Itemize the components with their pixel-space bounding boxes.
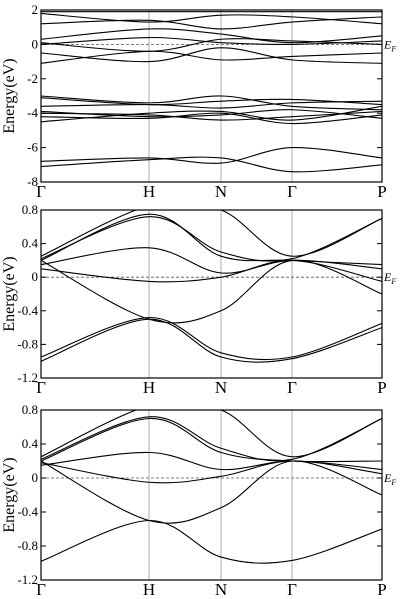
y-tick-label: 0.8 bbox=[22, 202, 38, 217]
y-tick-label: 0.4 bbox=[22, 436, 39, 451]
band-line bbox=[41, 110, 382, 121]
band-line bbox=[41, 451, 382, 471]
band-line bbox=[41, 460, 382, 524]
kpoint-label: Γ bbox=[287, 182, 297, 201]
y-tick-label: -0.4 bbox=[17, 303, 38, 318]
plot-frame bbox=[40, 9, 383, 183]
y-tick-label: -0.8 bbox=[17, 336, 38, 351]
y-axis-title: Energy(eV) bbox=[1, 58, 18, 133]
y-tick-label: 0.4 bbox=[22, 236, 39, 251]
y-tick-label: -6 bbox=[27, 140, 38, 155]
kpoint-label: P bbox=[377, 580, 386, 599]
kpoint-label: H bbox=[143, 378, 155, 397]
kpoint-label: Γ bbox=[36, 378, 46, 397]
fermi-label: EF bbox=[383, 37, 396, 53]
kpoint-label: N bbox=[215, 580, 227, 599]
y-tick-label: -0.8 bbox=[17, 538, 38, 553]
y-tick-label: -2 bbox=[27, 71, 38, 86]
fermi-label: EF bbox=[383, 270, 396, 286]
band-line bbox=[41, 417, 382, 463]
band-line bbox=[41, 213, 382, 266]
y-tick-label: -1.2 bbox=[17, 572, 38, 587]
band-line bbox=[41, 156, 382, 173]
band-line bbox=[41, 28, 382, 44]
fermi-label: EF bbox=[383, 471, 396, 487]
kpoint-label: Γ bbox=[287, 378, 297, 397]
band-line bbox=[41, 47, 382, 64]
band-line bbox=[41, 95, 382, 111]
band-line bbox=[41, 109, 382, 119]
kpoint-label: N bbox=[215, 378, 227, 397]
band-line bbox=[41, 97, 382, 106]
band-line bbox=[41, 259, 382, 324]
band-line bbox=[41, 216, 382, 262]
band-line bbox=[41, 460, 382, 484]
band-line bbox=[41, 36, 382, 46]
band-line bbox=[41, 519, 382, 564]
y-tick-label: 0.8 bbox=[22, 402, 38, 417]
band-line bbox=[41, 112, 382, 125]
y-tick-label: 0 bbox=[32, 269, 39, 284]
plot-frame bbox=[40, 409, 383, 581]
band-line bbox=[41, 100, 382, 109]
kpoint-label: Γ bbox=[36, 182, 46, 201]
band-line bbox=[41, 105, 382, 123]
band-line bbox=[41, 318, 382, 363]
kpoint-label: Γ bbox=[287, 580, 297, 599]
y-tick-label: -1.2 bbox=[17, 370, 38, 385]
band-line bbox=[41, 16, 382, 30]
plot-frame bbox=[40, 209, 383, 379]
band-line bbox=[41, 38, 382, 52]
band-panel-1: -8 -6 -4 -2 0 2 Γ H N Γ P Energy(eV) EF bbox=[1, 2, 396, 201]
band-line bbox=[41, 12, 382, 25]
band-line bbox=[41, 147, 382, 164]
y-tick-label: -4 bbox=[27, 105, 38, 120]
y-tick-label: -0.4 bbox=[17, 504, 38, 519]
y-axis-title: Energy(eV) bbox=[1, 256, 18, 331]
band-line bbox=[41, 316, 382, 361]
y-tick-label: -8 bbox=[27, 174, 38, 189]
y-axis-title: Energy(eV) bbox=[1, 457, 18, 532]
band-panel-2: -1.2 -0.8 -0.4 0 0.4 0.8 Γ H N Γ P Energy(eV) EF bbox=[1, 202, 396, 397]
band-line bbox=[41, 50, 382, 64]
band-line bbox=[41, 259, 382, 283]
y-tick-label: 0 bbox=[32, 36, 39, 51]
kpoint-label: H bbox=[143, 182, 155, 201]
kpoint-label: P bbox=[377, 378, 386, 397]
y-tick-label: 0 bbox=[32, 470, 39, 485]
kpoint-label: P bbox=[377, 182, 386, 201]
band-line bbox=[41, 416, 382, 462]
kpoint-label: Γ bbox=[36, 580, 46, 599]
kpoint-label: H bbox=[143, 580, 155, 599]
y-tick-label: 2 bbox=[32, 2, 39, 17]
band-panel-3: -1.2 -0.8 -0.4 0 0.4 0.8 Γ H N Γ P Energy(eV) EF bbox=[1, 402, 396, 599]
kpoint-label: N bbox=[215, 182, 227, 201]
